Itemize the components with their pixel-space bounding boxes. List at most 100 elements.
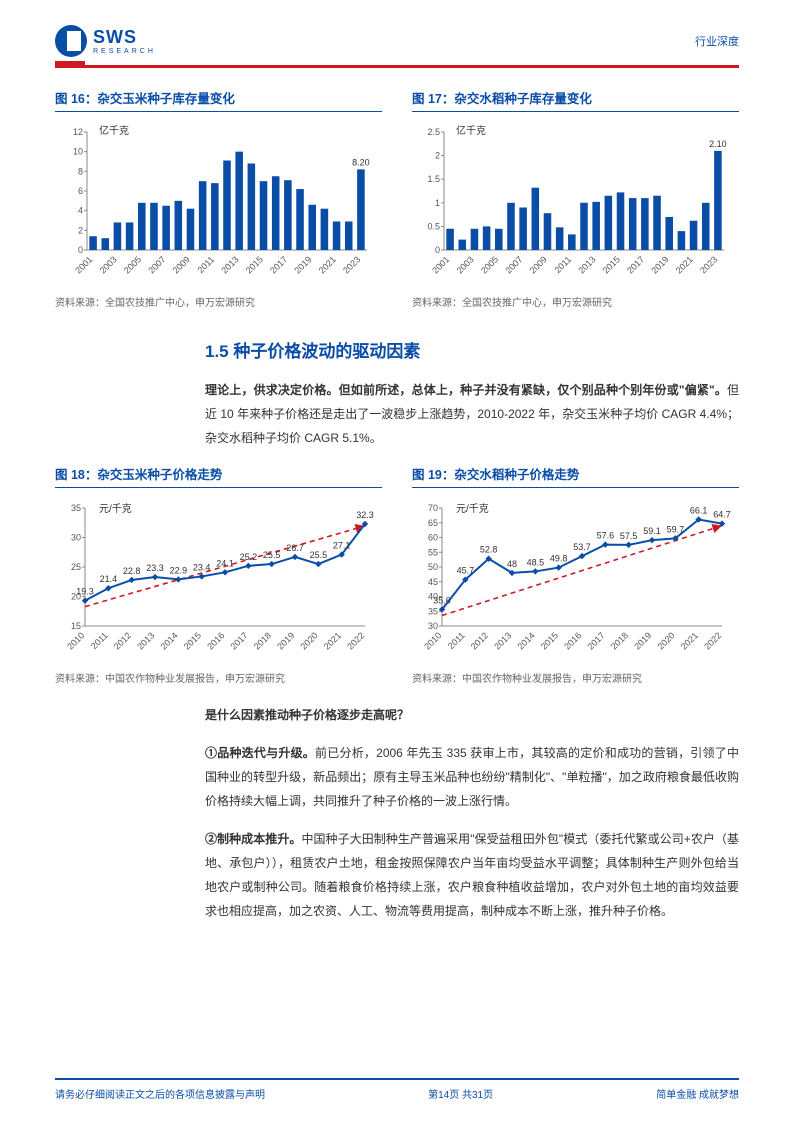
theory-bold: 理论上，供求决定价格。但如前所述，总体上，种子并没有紧缺，仅个别品种个别年份或"… (205, 383, 727, 397)
svg-text:1: 1 (435, 198, 440, 208)
svg-text:2001: 2001 (430, 254, 451, 275)
svg-text:30: 30 (428, 621, 438, 631)
svg-text:0: 0 (435, 245, 440, 255)
svg-text:4: 4 (78, 206, 83, 216)
svg-text:2015: 2015 (601, 254, 622, 275)
svg-text:2015: 2015 (539, 630, 560, 651)
svg-text:57.5: 57.5 (620, 531, 638, 541)
svg-text:2022: 2022 (345, 630, 366, 651)
svg-text:亿千克: 亿千克 (99, 124, 129, 137)
svg-text:66.1: 66.1 (690, 506, 708, 516)
chart17: 00.511.522.52.10200120032005200720092011… (412, 118, 739, 288)
svg-text:59.1: 59.1 (643, 526, 661, 536)
svg-text:2005: 2005 (122, 254, 143, 275)
logo-sub: RESEARCH (93, 48, 156, 55)
svg-text:2: 2 (435, 151, 440, 161)
svg-text:15: 15 (71, 621, 81, 631)
svg-text:2007: 2007 (503, 254, 524, 275)
svg-text:22.8: 22.8 (123, 566, 141, 576)
svg-text:2022: 2022 (702, 630, 723, 651)
svg-text:2014: 2014 (516, 630, 537, 651)
chart16: 0246810128.20200120032005200720092011201… (55, 118, 382, 288)
svg-text:35: 35 (428, 606, 438, 616)
svg-text:2020: 2020 (656, 630, 677, 651)
svg-text:2011: 2011 (89, 630, 110, 651)
svg-text:2009: 2009 (171, 254, 192, 275)
svg-text:10: 10 (73, 147, 83, 157)
svg-text:2011: 2011 (195, 254, 216, 275)
chart18-title: 图 18：杂交玉米种子价格走势 (55, 464, 382, 488)
footer-left: 请务必仔细阅读正文之后的各项信息披露与声明 (55, 1086, 265, 1101)
footer-divider (55, 1078, 739, 1080)
logo-icon (55, 25, 87, 57)
svg-text:2021: 2021 (679, 630, 700, 651)
svg-text:2018: 2018 (609, 630, 630, 651)
svg-text:2005: 2005 (479, 254, 500, 275)
svg-text:2019: 2019 (632, 630, 653, 651)
logo-brand: SWS (93, 27, 137, 47)
svg-text:2013: 2013 (492, 630, 513, 651)
svg-text:70: 70 (428, 503, 438, 513)
svg-text:2009: 2009 (528, 254, 549, 275)
svg-text:24.1: 24.1 (216, 558, 234, 568)
svg-text:2017: 2017 (229, 630, 250, 651)
svg-text:0.5: 0.5 (427, 221, 440, 231)
footer-mid: 第14页 共31页 (428, 1086, 493, 1101)
svg-text:2013: 2013 (219, 254, 240, 275)
svg-text:22.9: 22.9 (170, 565, 188, 575)
svg-text:2.5: 2.5 (427, 127, 440, 137)
svg-text:2010: 2010 (65, 630, 86, 651)
svg-text:2023: 2023 (698, 254, 719, 275)
svg-text:27.1: 27.1 (333, 541, 351, 551)
svg-text:25.5: 25.5 (263, 550, 281, 560)
para-2-lead: ②制种成本推升。 (205, 832, 301, 846)
svg-text:2013: 2013 (135, 630, 156, 651)
svg-text:2: 2 (78, 225, 83, 235)
doc-type: 行业深度 (695, 33, 739, 49)
svg-text:元/千克: 元/千克 (456, 503, 489, 515)
svg-text:2016: 2016 (562, 630, 583, 651)
svg-text:19.3: 19.3 (76, 587, 94, 597)
para-2: ②制种成本推升。中国种子大田制种生产普遍采用"保受益租田外包"模式（委托代繁或公… (205, 827, 739, 923)
svg-text:2017: 2017 (586, 630, 607, 651)
svg-text:64.7: 64.7 (713, 510, 731, 520)
chart19-title: 图 19：杂交水稻种子价格走势 (412, 464, 739, 488)
svg-text:2010: 2010 (422, 630, 443, 651)
svg-text:57.6: 57.6 (597, 531, 615, 541)
svg-text:2011: 2011 (446, 630, 467, 651)
svg-text:2013: 2013 (576, 254, 597, 275)
svg-text:45: 45 (428, 577, 438, 587)
svg-text:25: 25 (71, 562, 81, 572)
svg-text:2015: 2015 (244, 254, 265, 275)
svg-text:2019: 2019 (649, 254, 670, 275)
svg-text:2023: 2023 (341, 254, 362, 275)
svg-text:2015: 2015 (182, 630, 203, 651)
svg-text:2020: 2020 (299, 630, 320, 651)
page-header: SWS RESEARCH 行业深度 (0, 0, 794, 65)
section-heading: 1.5 种子价格波动的驱动因素 (205, 337, 739, 362)
svg-text:2.10: 2.10 (709, 139, 727, 149)
svg-text:2003: 2003 (98, 254, 119, 275)
svg-text:25.5: 25.5 (310, 550, 328, 560)
svg-text:53.7: 53.7 (573, 542, 591, 552)
svg-text:52.8: 52.8 (480, 545, 498, 555)
svg-text:元/千克: 元/千克 (99, 503, 132, 515)
svg-text:2007: 2007 (146, 254, 167, 275)
svg-text:48.5: 48.5 (527, 557, 545, 567)
chart16-source: 资料来源：全国农技推广中心，申万宏源研究 (55, 294, 382, 309)
svg-text:35.6: 35.6 (433, 595, 451, 605)
svg-text:2021: 2021 (322, 630, 343, 651)
svg-text:8.20: 8.20 (352, 157, 370, 167)
svg-text:2012: 2012 (469, 630, 490, 651)
question-heading: 是什么因素推动种子价格逐步走高呢？ (205, 703, 739, 727)
svg-text:0: 0 (78, 245, 83, 255)
chart19: 30354045505560657035.645.752.84848.549.8… (412, 494, 739, 664)
svg-text:49.8: 49.8 (550, 554, 568, 564)
svg-text:23.4: 23.4 (193, 562, 211, 572)
para-1: ①品种迭代与升级。前已分析，2006 年先玉 335 获审上市，其较高的定价和成… (205, 741, 739, 813)
svg-text:65: 65 (428, 518, 438, 528)
svg-text:45.7: 45.7 (457, 566, 475, 576)
page-footer: 请务必仔细阅读正文之后的各项信息披露与声明 第14页 共31页 简单金融 成就梦… (55, 1078, 739, 1101)
chart17-title: 图 17：杂交水稻种子库存量变化 (412, 88, 739, 112)
svg-text:2021: 2021 (674, 254, 695, 275)
